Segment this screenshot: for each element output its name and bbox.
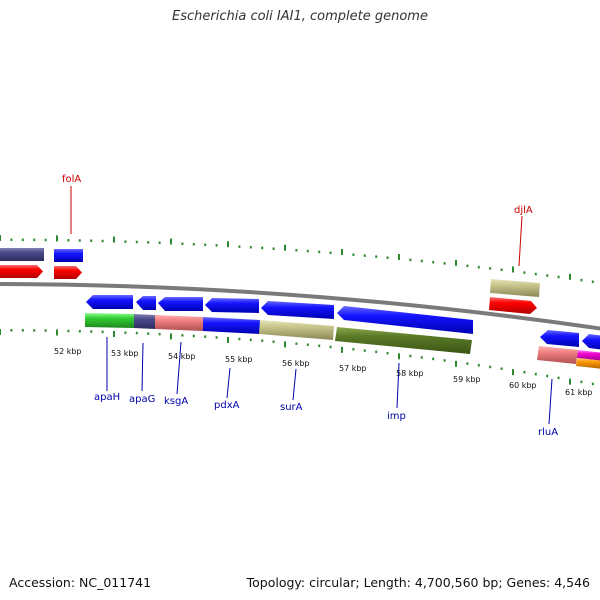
kbp-label-56: 56 kbp [282,359,310,368]
label-line-pdxA [226,367,231,399]
cog-edge-magenta[interactable] [577,350,600,361]
cog-ksgA[interactable] [155,315,203,331]
gene-label-imp[interactable]: imp [387,411,406,422]
feature-apaG[interactable] [136,296,156,310]
kbp-label-52: 52 kbp [54,347,82,356]
gene-label-ksgA[interactable]: ksgA [164,396,188,407]
feature-imp[interactable] [337,306,473,334]
kbp-label-57: 57 kbp [339,364,367,373]
kbp-label-55: 55 kbp [225,355,253,364]
gene-label-folA[interactable]: folA [62,174,81,185]
label-line-ksgA [176,341,182,395]
feature-ksgA[interactable] [158,297,203,311]
tick-row-lower [0,329,594,386]
feature-edge-arrow[interactable] [582,334,600,350]
kbp-label-58: 58 kbp [396,369,424,378]
kbp-label-60: 60 kbp [509,381,537,390]
kbp-label-53: 53 kbp [111,349,139,358]
kbp-label-61: 61 kbp [565,388,593,397]
feature-red-arrow-folA[interactable] [54,266,82,279]
cog-apaG[interactable] [134,314,155,329]
feature-khaki-right[interactable] [490,279,540,297]
genome-backbone [0,282,600,331]
feature-surA[interactable] [261,301,334,319]
gene-label-surA[interactable]: surA [280,402,303,413]
feature-navy-left[interactable] [0,248,44,261]
gene-label-rluA[interactable]: rluA [538,427,558,438]
cog-edge-orange[interactable] [576,358,600,369]
cog-apaH[interactable] [85,313,134,328]
label-line-imp [396,362,400,409]
tick-row-upper [0,235,594,283]
gene-label-pdxA[interactable]: pdxA [214,400,240,411]
kbp-label-54: 54 kbp [168,352,196,361]
feature-blue-left[interactable] [54,249,83,262]
label-line-rluA [548,378,553,425]
label-line-djlA [518,215,523,267]
accession-label: Accession: NC_011741 [9,575,152,590]
gene-label-apaH[interactable]: apaH [94,392,120,403]
gene-label-apaG[interactable]: apaG [129,394,155,405]
feature-rluA-arrow[interactable] [540,330,579,347]
label-line-surA [292,368,297,401]
cog-surA[interactable] [259,320,334,340]
feature-red-arrow-left[interactable] [0,265,43,278]
gene-label-djlA[interactable]: djlA [514,205,533,216]
kbp-label-59: 59 kbp [453,375,481,384]
feature-red-arrow-djlA[interactable] [489,297,537,314]
feature-apaH[interactable] [86,295,133,309]
map-title: Escherichia coli IAI1, complete genome [172,9,428,24]
topology-label: Topology: circular; Length: 4,700,560 bp… [246,575,590,590]
cog-pdxA[interactable] [203,317,260,334]
feature-pdxA[interactable] [205,298,259,313]
cog-imp[interactable] [335,327,472,354]
cog-rluA[interactable] [537,346,578,364]
label-line-apaG [141,342,144,392]
